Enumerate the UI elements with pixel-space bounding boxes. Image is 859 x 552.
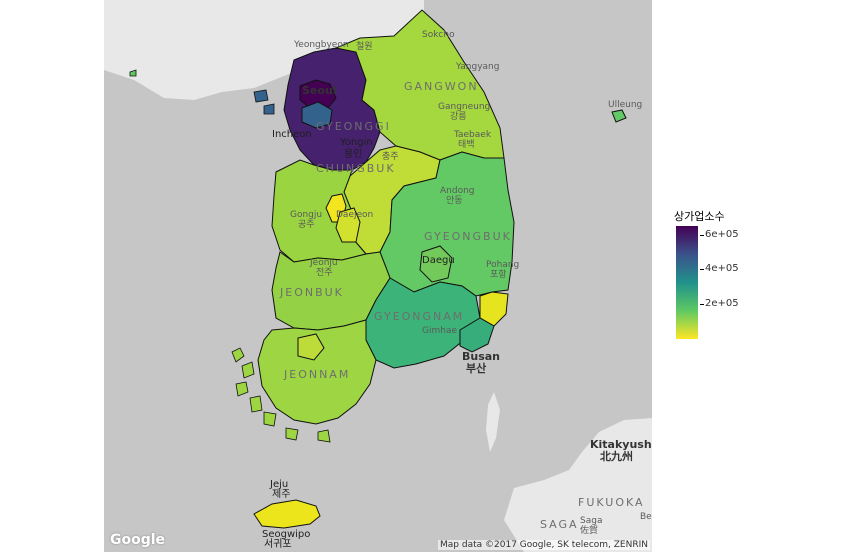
label-seogwipo-ko: 서귀포 (264, 539, 292, 550)
label-jeonju-ko: 전주 (316, 268, 333, 278)
label-gyeongnam: GYEONGNAM (374, 310, 465, 323)
label-gongju-en: Gongju (290, 210, 323, 220)
label-jeonju-en: Jeonju (310, 258, 338, 268)
label-yangyang: Yangyang (456, 62, 500, 72)
region-jeonnam[interactable] (257, 319, 377, 425)
legend-tick-label: 4e+05 (705, 263, 739, 275)
label-gangneung-ko: 강릉 (450, 112, 467, 122)
label-incheon: Incheon (272, 129, 312, 140)
label-saga-ja: 佐賀 (580, 526, 599, 536)
legend-colorbar (676, 226, 698, 339)
north-land (104, 0, 424, 100)
japan-island (486, 392, 500, 452)
label-jeju-ko: 제주 (272, 489, 291, 500)
label-jeju-en: Jeju (270, 479, 289, 490)
japan-land (504, 418, 652, 552)
legend-tick (700, 234, 704, 236)
label-yongin-ko: 용인 (344, 149, 363, 160)
label-chungbuk: CHUNGBUK (316, 162, 396, 175)
label-seogwipo-en: Seogwipo (262, 529, 311, 540)
western-islands (129, 69, 331, 443)
label-gyeonggi: GYEONGGI (316, 120, 391, 133)
legend-tick (700, 304, 704, 306)
label-daejeon: Daejeon (336, 210, 374, 220)
label-jeonbuk: JEONBUK (280, 286, 344, 299)
label-taebaek-en: Taebaek (454, 130, 492, 140)
google-logo: Google (110, 532, 166, 548)
label-cheorwon: 철원 (356, 42, 373, 52)
label-ulleung: Ulleung (608, 100, 643, 110)
label-gimhae: Gimhae (422, 326, 457, 336)
label-saga-region: SAGA (540, 518, 579, 531)
legend-tick-label: 6e+05 (705, 228, 739, 240)
label-chungju: 충주 (382, 152, 399, 162)
label-yeongbyeon: Yeongbyeon (294, 40, 349, 50)
label-jeonnam: JEONNAM (284, 368, 351, 381)
region-jeju[interactable] (253, 499, 321, 529)
label-yongin-en: Yongin (340, 137, 373, 148)
label-seoul: Seoul (302, 84, 337, 97)
label-gangneung-en: Gangneung (438, 102, 491, 112)
label-busan-ko: 부산 (466, 362, 487, 375)
label-pohang-ko: 포항 (490, 270, 507, 280)
label-kitakyushu-en: Kitakyushu (590, 438, 652, 451)
region-incheon[interactable] (301, 101, 333, 129)
label-sokcho: Sokcho (422, 30, 455, 40)
label-pohang-en: Pohang (486, 260, 520, 270)
label-gyeongbuk: GYEONGBUK (424, 230, 512, 243)
label-taebaek-ko: 태백 (458, 140, 475, 150)
region-daegu[interactable] (419, 245, 453, 283)
region-busan[interactable] (459, 317, 495, 353)
label-beppu: Bep (640, 512, 652, 522)
region-seoul[interactable] (299, 79, 337, 109)
legend-tick-label: 2e+05 (705, 298, 739, 310)
label-busan-en: Busan (462, 350, 501, 363)
region-ulleung[interactable] (611, 109, 627, 123)
label-fukuoka: FUKUOKA (578, 496, 645, 509)
label-gongju-ko: 공주 (298, 220, 315, 230)
label-andong-en: Andong (440, 186, 475, 196)
label-kitakyushu-ja: 北九州 (600, 450, 633, 463)
label-gangwon: GANGWON (404, 80, 479, 93)
legend-title: 상가업소수 (674, 210, 725, 223)
map-panel[interactable]: Yeongbyeon 철원 Sokcho Yangyang GANGWON Ga… (104, 0, 652, 552)
legend-tick (700, 269, 704, 271)
label-daegu: Daegu (422, 255, 455, 266)
region-gwangju[interactable] (297, 333, 325, 361)
map-attribution[interactable]: Map data ©2017 Google, SK telecom, ZENRI… (438, 540, 650, 550)
map-canvas (104, 0, 652, 552)
label-andong-ko: 안동 (446, 196, 463, 206)
legend: 상가업소수 6e+05 4e+05 2e+05 (674, 208, 739, 339)
region-daejeon[interactable] (335, 207, 361, 243)
label-saga-en: Saga (580, 516, 603, 526)
